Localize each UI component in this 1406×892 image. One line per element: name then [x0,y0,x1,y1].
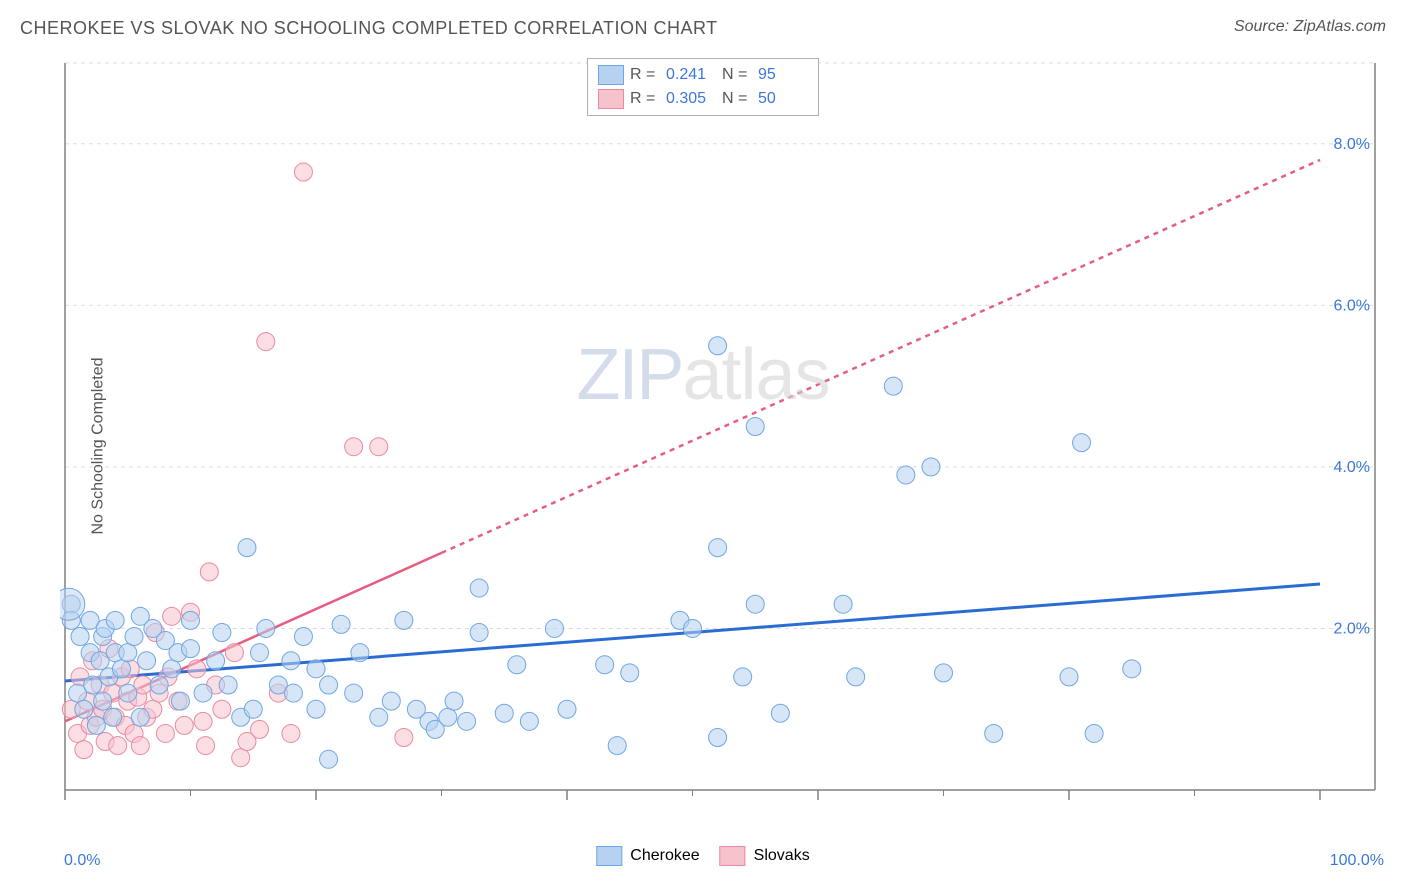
stats-legend: R = 0.241 N = 95 R = 0.305 N = 50 [587,58,819,116]
svg-text:2.0%: 2.0% [1334,620,1370,637]
x-axis-max: 100.0% [1330,852,1384,870]
svg-text:6.0%: 6.0% [1334,297,1370,314]
correlation-chart: 2.0% 4.0% 6.0% 8.0% [60,55,1380,815]
r-label: R = [630,90,660,108]
legend-item-cherokee: Cherokee [596,846,699,866]
series-legend: Cherokee Slovaks [596,846,809,866]
swatch-slovaks [720,846,746,866]
n-value-slovaks: 50 [758,90,808,108]
stats-row-slovaks: R = 0.305 N = 50 [598,87,808,111]
x-axis-min: 0.0% [64,852,100,870]
chart-title: CHEROKEE VS SLOVAK NO SCHOOLING COMPLETE… [20,18,718,39]
r-value-slovaks: 0.305 [666,90,716,108]
swatch-slovaks [598,89,624,109]
n-label: N = [722,90,752,108]
source-attribution: Source: ZipAtlas.com [1234,18,1386,36]
r-label: R = [630,66,660,84]
stats-row-cherokee: R = 0.241 N = 95 [598,63,808,87]
n-value-cherokee: 95 [758,66,808,84]
swatch-cherokee [596,846,622,866]
n-label: N = [722,66,752,84]
legend-label-slovaks: Slovaks [754,847,810,865]
r-value-cherokee: 0.241 [666,66,716,84]
swatch-cherokee [598,65,624,85]
legend-label-cherokee: Cherokee [630,847,699,865]
svg-text:8.0%: 8.0% [1334,136,1370,153]
legend-item-slovaks: Slovaks [720,846,810,866]
svg-text:4.0%: 4.0% [1334,459,1370,476]
